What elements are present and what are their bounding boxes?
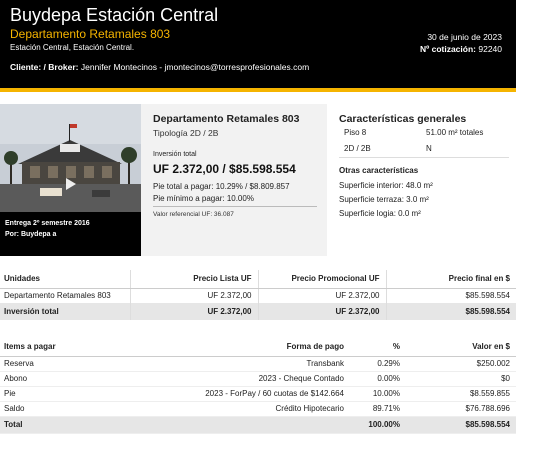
table-cell: Saldo — [0, 401, 150, 417]
table-cell: Total — [0, 416, 150, 434]
features-panel: Características generales Piso 8 51.00 m… — [327, 104, 516, 256]
table-cell: $8.559.855 — [406, 386, 516, 402]
summary-tipologia: Tipología 2D / 2B — [153, 128, 219, 138]
header: Buydepa Estación Central Departamento Re… — [0, 0, 516, 88]
quote-date: 30 de junio de 2023 — [427, 32, 502, 42]
table-cell: 2023 - Cheque Contado — [150, 371, 350, 387]
project-title: Buydepa Estación Central — [10, 5, 219, 25]
units-table: Unidades Precio Lista UF Precio Promocio… — [0, 270, 516, 320]
table-cell: Departamento Retamales 803 — [0, 288, 131, 303]
table-cell: $76.788.696 — [406, 401, 516, 417]
table-cell: UF 2.372,00 — [258, 303, 387, 320]
table-header-row: Unidades Precio Lista UF Precio Promocio… — [0, 270, 516, 289]
divider — [339, 157, 509, 158]
quote-number: 92240 — [478, 44, 502, 54]
client-value: Jennifer Montecinos - jmontecinos@torres… — [80, 62, 310, 72]
pie-total: Pie total a pagar: 10.29% / $8.809.857 — [153, 182, 290, 191]
table-header: % — [350, 338, 406, 357]
table-cell: UF 2.372,00 — [130, 303, 259, 320]
summary-title: Departamento Retamales 803 — [153, 113, 300, 125]
delivery-caption: Entrega 2º semestre 2016 — [5, 220, 90, 227]
table-total-row: Inversión total UF 2.372,00 UF 2.372,00 … — [0, 303, 516, 320]
divider — [153, 206, 317, 207]
table-cell: Pie — [0, 386, 150, 402]
project-photo: Entrega 2º semestre 2016 Por: Buydepa a — [0, 104, 141, 256]
table-cell: Crédito Hipotecario — [150, 401, 350, 417]
unit-subtitle: Departamento Retamales 803 — [10, 27, 171, 41]
quote-label: Nº cotización: — [419, 44, 476, 54]
table-cell: Reserva — [0, 356, 150, 372]
table-cell: $85.598.554 — [386, 303, 516, 320]
table-cell: $85.598.554 — [465, 291, 511, 301]
feature-orientacion: N — [426, 144, 432, 153]
play-icon — [66, 178, 76, 190]
table-cell: UF 2.372,00 — [130, 288, 259, 303]
table-cell: $0 — [406, 371, 516, 387]
table-row: Abono 2023 - Cheque Contado 0.00% $0 — [0, 371, 516, 387]
feature-piso: Piso 8 — [344, 128, 367, 137]
table-header: Precio final en $ — [386, 270, 516, 289]
table-cell: Inversión total — [0, 303, 131, 320]
table-row: Reserva Transbank 0.29% $250.002 — [0, 356, 516, 372]
feature-superficie-total: 51.00 m² totales — [426, 128, 484, 137]
table-header: Valor en $ — [406, 338, 516, 357]
table-header-row: Items a pagar Forma de pago % Valor en $ — [0, 338, 516, 357]
table-cell: 100.00% — [350, 416, 406, 434]
location-text: Estación Central, Estación Central. — [10, 43, 135, 52]
table-cell: 0.29% — [350, 356, 406, 372]
station-photo-image — [0, 104, 141, 212]
quote-number-line: Nº cotización: 92240 — [420, 44, 502, 54]
table-header: Precio Lista UF — [130, 270, 259, 289]
table-cell: 10.00% — [350, 386, 406, 402]
investment-value: UF 2.372,00 / $85.598.554 — [153, 162, 296, 176]
pie-minimo: Pie mínimo a pagar: 10.00% — [153, 194, 254, 203]
table-header: Items a pagar — [0, 338, 150, 357]
table-cell: 89.71% — [350, 401, 406, 417]
table-total-row: Total 100.00% $85.598.554 — [0, 416, 516, 434]
table-row: Departamento Retamales 803 UF 2.372,00 U… — [0, 288, 516, 303]
feature-sup-logia: Superficie logia: 0.0 m² — [339, 209, 421, 218]
table-header: Unidades — [0, 270, 131, 289]
table-header: Precio Promocional UF — [258, 270, 387, 289]
developer-caption: Por: Buydepa a — [5, 231, 57, 238]
table-cell: $85.598.554 — [406, 416, 516, 434]
table-cell: 0.00% — [350, 371, 406, 387]
table-cell: 2023 - ForPay / 60 cuotas de $142.664 — [150, 386, 350, 402]
investment-label: Inversión total — [153, 151, 197, 158]
feature-tipologia: 2D / 2B — [344, 144, 371, 153]
payment-table: Items a pagar Forma de pago % Valor en $… — [0, 338, 516, 434]
feature-sup-terraza: Superficie terraza: 3.0 m² — [339, 195, 429, 204]
features-title: Características generales — [339, 113, 467, 125]
table-cell: Transbank — [150, 356, 350, 372]
table-cell: UF 2.372,00 — [258, 288, 387, 303]
client-label: Cliente: / Broker: — [10, 62, 79, 72]
investment-summary: Departamento Retamales 803 Tipología 2D … — [141, 104, 327, 256]
table-cell: $250.002 — [406, 356, 516, 372]
other-features-title: Otras características — [339, 166, 419, 175]
table-row: Pie 2023 - ForPay / 60 cuotas de $142.66… — [0, 386, 516, 402]
table-header: Forma de pago — [150, 338, 350, 357]
accent-bar — [0, 88, 516, 92]
feature-sup-interior: Superficie interior: 48.0 m² — [339, 181, 433, 190]
valor-referencial: Valor referencial UF: 36.087 — [153, 211, 234, 218]
table-row: Saldo Crédito Hipotecario 89.71% $76.788… — [0, 401, 516, 417]
table-cell — [150, 416, 350, 434]
table-cell: Abono — [0, 371, 150, 387]
client-line: Cliente: / Broker: Jennifer Montecinos -… — [10, 62, 309, 72]
